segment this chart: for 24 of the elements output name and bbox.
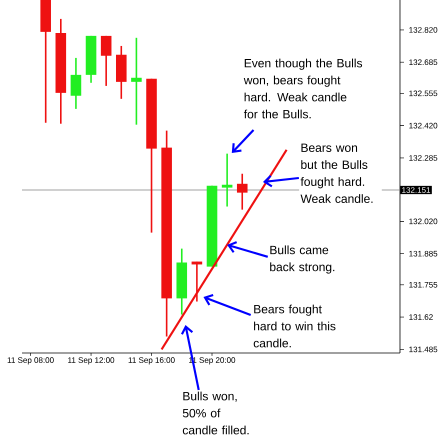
annotation: Even though the Bulls won, bears fought hard. Weak candle for the Bulls. <box>244 58 362 118</box>
y-tick-label: 131.885 <box>409 250 438 257</box>
annotation: Bears won but the Bulls fought hard. Weak candle. <box>300 144 373 203</box>
candlestick <box>70 57 82 110</box>
y-tick-label: 131.755 <box>409 282 438 288</box>
candlestick <box>236 172 248 210</box>
y-tick-label: 131.62 <box>409 314 433 320</box>
candlestick <box>131 37 142 126</box>
x-tick-label: 11 Sep 12:00 <box>68 357 114 364</box>
y-tick-label: 131.485 <box>409 346 438 352</box>
y-tick-label: 132.020 <box>409 218 438 224</box>
annotation: Bears fought hard to win this candle. <box>254 304 336 348</box>
y-tick-label: 132.420 <box>409 122 438 128</box>
candlestick <box>192 260 202 302</box>
x-tick-label: 11 Sep 08:00 <box>8 357 54 364</box>
text: Bulls won, 50% of candle filled. <box>182 392 249 434</box>
annotation: Bulls came back strong. <box>270 245 334 274</box>
x-tick-label: 11 Sep 16:00 <box>128 357 175 364</box>
y-tick-label: 132.820 <box>409 27 438 33</box>
candlestick <box>100 35 112 87</box>
y-tick-label: 132.555 <box>409 90 438 96</box>
y-tick-label: 132.285 <box>409 155 438 161</box>
ref-line-label: 132.151 <box>402 187 430 193</box>
y-tick-label: 132.685 <box>409 59 438 66</box>
